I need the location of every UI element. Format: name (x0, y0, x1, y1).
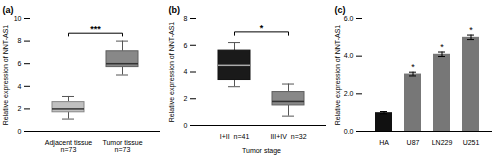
svg-text:4: 4 (184, 68, 188, 75)
svg-text:8: 8 (184, 15, 188, 22)
svg-text:U87: U87 (407, 139, 420, 146)
svg-text:*: * (469, 25, 473, 35)
svg-text:U251: U251 (463, 139, 480, 146)
svg-text:*: * (411, 62, 415, 72)
svg-text:Adjacent tissuen=73: Adjacent tissuen=73 (45, 139, 93, 153)
svg-text:2: 2 (18, 105, 22, 112)
svg-text:(a): (a) (3, 5, 14, 15)
svg-text:0: 0 (184, 122, 188, 129)
svg-text:*: * (260, 23, 264, 33)
svg-text:2.0: 2.0 (344, 90, 354, 97)
svg-text:6: 6 (18, 60, 22, 67)
svg-text:Tumor tissuen=73: Tumor tissuen=73 (102, 139, 142, 153)
svg-text:10: 10 (14, 15, 22, 22)
svg-text:(c): (c) (335, 5, 346, 15)
svg-text:4.0: 4.0 (344, 52, 354, 59)
svg-text:*: * (440, 42, 444, 52)
svg-text:(b): (b) (169, 5, 181, 15)
svg-text:LN229: LN229 (432, 139, 453, 146)
svg-text:Relative expression of NNT-AS1: Relative expression of NNT-AS1 (2, 25, 10, 125)
svg-text:***: *** (90, 24, 101, 34)
svg-text:III+IV n=32: III+IV n=32 (270, 133, 306, 140)
svg-text:I+II n=41: I+II n=41 (220, 133, 250, 140)
svg-text:Relative expression of NNT-AS1: Relative expression of NNT-AS1 (334, 25, 342, 125)
svg-text:8: 8 (18, 37, 22, 44)
svg-text:Tumor stage: Tumor stage (242, 147, 281, 155)
svg-text:6: 6 (184, 41, 188, 48)
svg-text:Relative expression of NNT-AS1: Relative expression of NNT-AS1 (168, 22, 176, 122)
svg-text:4: 4 (18, 83, 22, 90)
svg-text:0.0: 0.0 (344, 128, 354, 135)
svg-text:0: 0 (18, 128, 22, 135)
svg-text:HA: HA (379, 139, 389, 146)
svg-text:2: 2 (184, 95, 188, 102)
svg-text:6.0: 6.0 (344, 15, 354, 22)
